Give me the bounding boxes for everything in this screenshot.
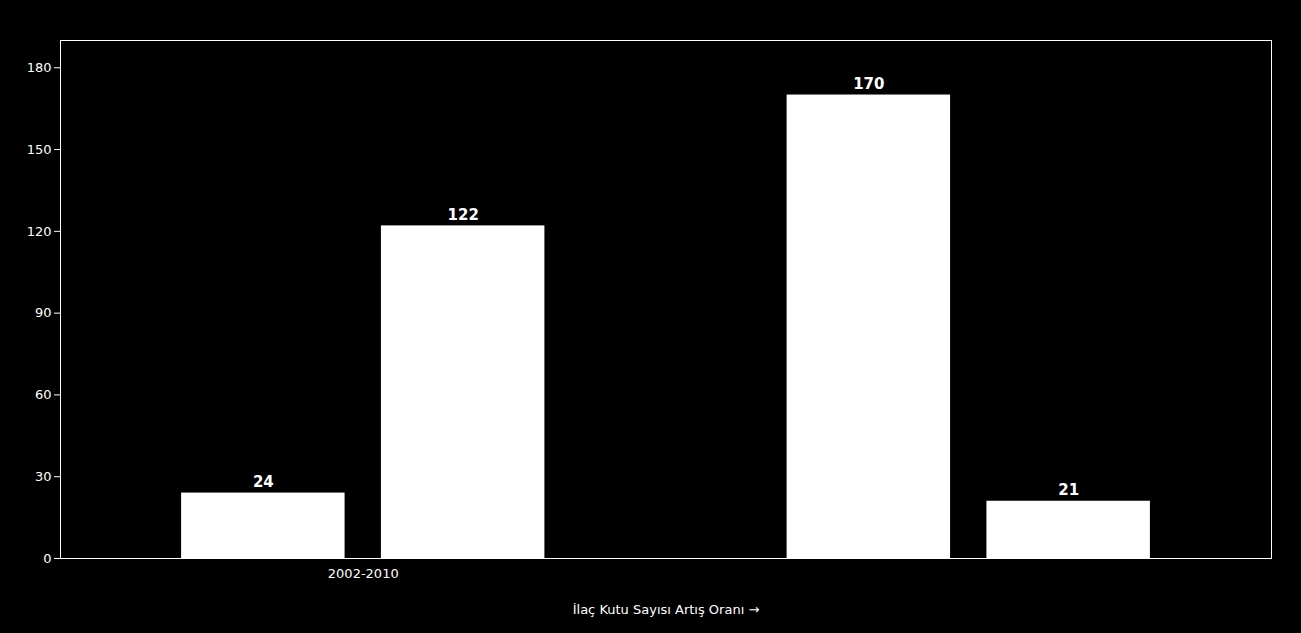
svg-text:150: 150 bbox=[27, 142, 52, 157]
svg-text:30: 30 bbox=[35, 469, 52, 484]
svg-text:90: 90 bbox=[35, 305, 52, 320]
svg-text:21: 21 bbox=[1058, 481, 1079, 499]
svg-text:170: 170 bbox=[853, 75, 884, 93]
svg-text:122: 122 bbox=[448, 206, 479, 224]
svg-text:60: 60 bbox=[35, 387, 52, 402]
svg-text:180: 180 bbox=[27, 60, 52, 75]
svg-text:24: 24 bbox=[253, 473, 274, 491]
svg-text:İlaç Kutu Sayısı Artış Oranı →: İlaç Kutu Sayısı Artış Oranı → bbox=[573, 602, 760, 617]
svg-text:0: 0 bbox=[43, 551, 51, 566]
svg-text:2002-2010: 2002-2010 bbox=[328, 566, 399, 581]
svg-text:120: 120 bbox=[27, 224, 52, 239]
